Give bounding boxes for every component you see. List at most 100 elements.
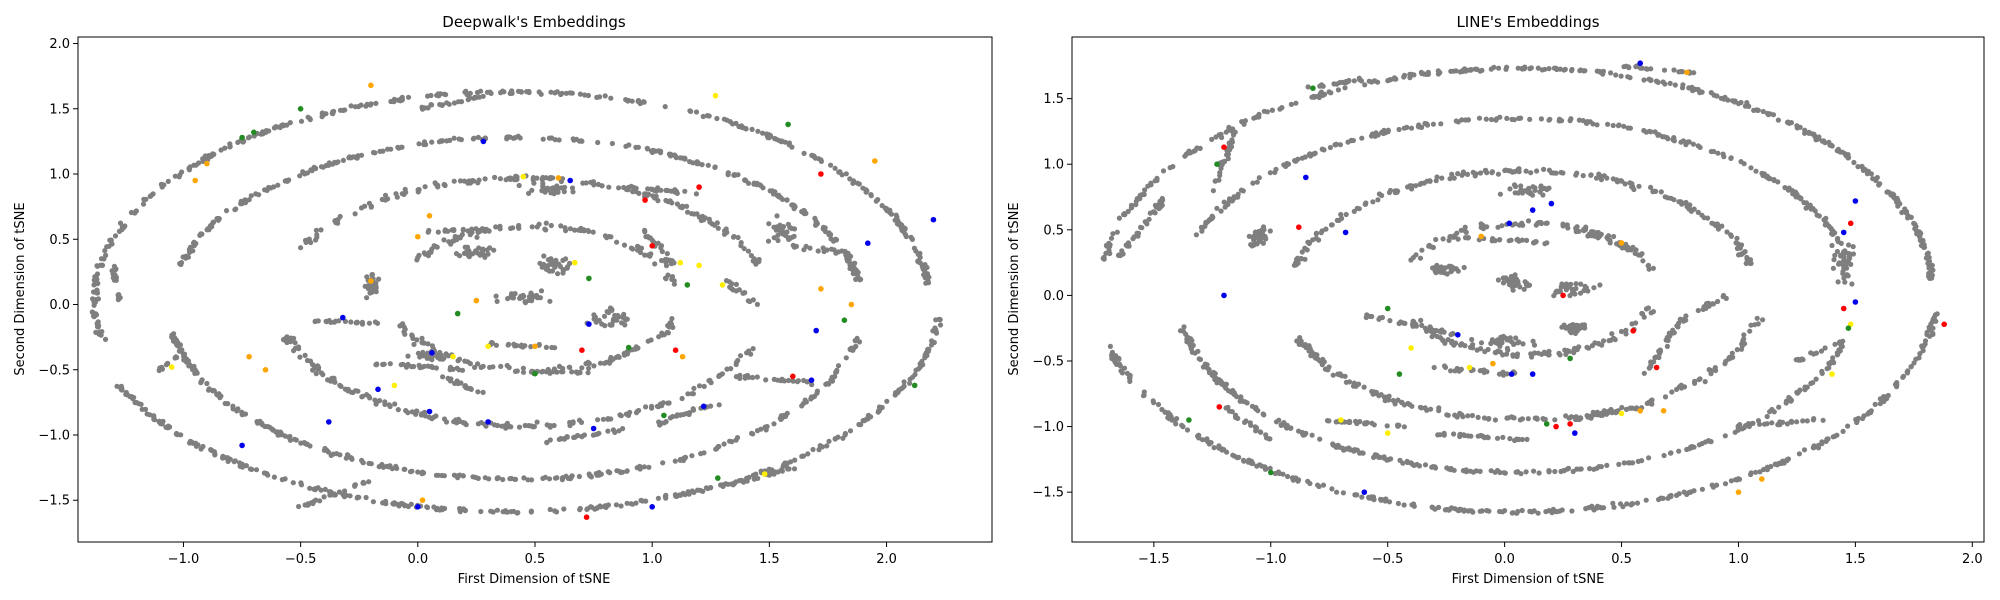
data-point	[95, 296, 101, 302]
data-point	[624, 351, 631, 357]
data-point	[1101, 254, 1107, 260]
data-point	[296, 346, 302, 352]
data-point	[526, 190, 532, 196]
data-point	[765, 238, 772, 244]
data-point	[1588, 172, 1594, 178]
x-tick-label: 0.5	[525, 552, 546, 567]
data-point	[1350, 137, 1356, 144]
data-point	[1551, 508, 1557, 514]
data-point	[907, 380, 913, 386]
data-point	[1536, 470, 1542, 476]
data-point	[1232, 392, 1238, 398]
data-point	[431, 414, 437, 420]
data-point	[1640, 258, 1646, 264]
data-point	[479, 226, 485, 232]
data-point	[691, 211, 697, 217]
data-point	[297, 173, 303, 179]
data-point	[1725, 97, 1731, 103]
data-point	[456, 136, 462, 142]
data-point	[669, 200, 675, 206]
data-point	[291, 348, 297, 354]
data-point	[1515, 65, 1521, 71]
data-point	[421, 250, 427, 256]
data-point	[1307, 480, 1313, 487]
data-point	[1728, 233, 1734, 239]
data-point	[843, 171, 849, 177]
data-point	[1463, 467, 1469, 473]
data-point	[1800, 357, 1806, 363]
data-point	[1554, 66, 1560, 73]
data-point	[602, 93, 608, 99]
data-point	[508, 225, 514, 231]
data-point	[1578, 281, 1584, 287]
data-point	[517, 135, 523, 141]
data-point	[628, 501, 634, 507]
data-point	[156, 419, 163, 425]
data-point	[1865, 168, 1871, 174]
data-point	[263, 129, 269, 135]
data-point	[467, 361, 473, 367]
data-point	[687, 410, 693, 416]
data-point	[621, 311, 627, 317]
data-point	[1710, 484, 1716, 490]
data-point	[1661, 452, 1667, 459]
data-point	[314, 366, 320, 372]
data-point	[933, 317, 939, 323]
data-point	[402, 466, 408, 472]
data-point	[1593, 175, 1600, 181]
data-point	[1847, 251, 1853, 257]
data-point	[548, 190, 554, 196]
data-point	[1448, 269, 1454, 275]
data-point	[1926, 257, 1932, 263]
data-point	[451, 135, 457, 141]
data-point	[1478, 340, 1485, 346]
data-point	[921, 268, 928, 274]
data-point	[790, 378, 796, 384]
data-point	[1311, 151, 1317, 157]
data-point	[1722, 481, 1729, 487]
data-point	[1623, 63, 1629, 69]
data-point	[847, 265, 853, 272]
data-point	[1630, 184, 1636, 190]
data-point	[110, 275, 116, 281]
data-point	[884, 398, 890, 404]
data-point	[1840, 270, 1846, 277]
data-point	[1734, 235, 1740, 241]
data-point	[1730, 98, 1736, 104]
data-point	[1442, 364, 1449, 370]
data-point	[1219, 447, 1225, 453]
data-point	[733, 281, 740, 287]
data-point	[1530, 184, 1536, 190]
data-point	[856, 339, 863, 345]
data-point	[1382, 498, 1388, 504]
data-point	[660, 460, 666, 466]
data-point	[394, 194, 400, 200]
data-point	[1458, 366, 1464, 372]
data-point	[399, 94, 405, 100]
data-point	[1589, 233, 1595, 239]
data-point	[448, 241, 454, 247]
data-point	[808, 395, 815, 401]
data-point	[1832, 252, 1838, 258]
data-point	[394, 465, 400, 471]
data-point	[1291, 262, 1297, 268]
highlighted-point	[297, 106, 304, 112]
data-point	[1440, 337, 1446, 343]
data-point	[664, 251, 670, 257]
data-point	[459, 367, 466, 373]
data-point	[543, 227, 549, 233]
data-point	[1639, 251, 1645, 257]
data-point	[682, 155, 688, 161]
data-point	[733, 359, 740, 366]
data-point	[1574, 328, 1580, 334]
data-point	[1662, 194, 1668, 200]
data-point	[1518, 115, 1524, 121]
data-point	[1591, 285, 1597, 291]
data-point	[580, 180, 586, 186]
data-point	[814, 221, 821, 227]
data-point	[480, 246, 486, 252]
data-point	[665, 272, 671, 278]
data-point	[1189, 338, 1195, 344]
data-point	[1259, 230, 1266, 236]
highlighted-point	[326, 419, 332, 425]
